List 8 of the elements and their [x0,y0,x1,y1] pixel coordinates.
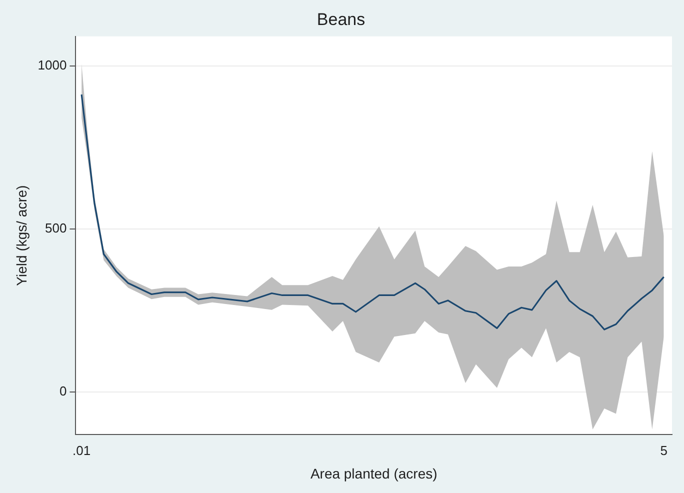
chart-title: Beans [316,10,366,29]
y-axis-title: Yield (kgs/ acre) [13,185,30,286]
x-axis-title: Area planted (acres) [310,465,438,482]
x-tick-label: .01 [72,442,91,458]
y-tick-label: 1000 [38,57,67,72]
y-tick-label: 0 [59,384,67,399]
y-tick-label: 500 [45,220,67,236]
x-tick-label: 5 [660,442,668,458]
